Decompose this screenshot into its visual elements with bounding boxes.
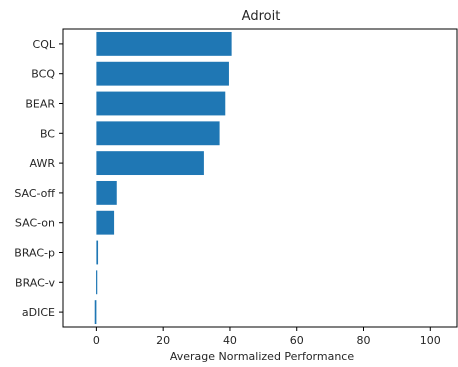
- x-axis: 0 20 40 60 80 100: [93, 327, 441, 347]
- bar-cql: [96, 31, 232, 56]
- x-tick-label: 60: [290, 334, 304, 347]
- plot-area-frame: [62, 28, 458, 328]
- bar-sac-on: [96, 210, 115, 235]
- x-tick-label: 100: [420, 334, 441, 347]
- y-tick-label: BRAC-p: [14, 247, 55, 260]
- bar-bcq: [96, 61, 229, 86]
- bar-sac-off: [96, 180, 117, 205]
- bar-adice: [94, 300, 97, 325]
- bar-brac-p: [96, 240, 99, 265]
- y-tick-label: SAC-on: [15, 217, 55, 230]
- y-tick-label: BC: [40, 127, 55, 140]
- x-axis-label: Average Normalized Performance: [170, 350, 354, 363]
- x-tick-label: 0: [93, 334, 100, 347]
- x-tick-label: 40: [223, 334, 237, 347]
- y-tick-label: SAC-off: [14, 187, 55, 200]
- bars-group: [94, 31, 232, 325]
- y-tick-label: CQL: [33, 38, 56, 51]
- x-tick-label: 80: [357, 334, 371, 347]
- chart-title: Adroit: [242, 9, 281, 24]
- y-tick-label: BRAC-v: [15, 276, 55, 289]
- y-tick-label: BEAR: [25, 98, 55, 111]
- bar-bear: [96, 91, 226, 116]
- y-tick-label: aDICE: [22, 306, 55, 319]
- bar-brac-v: [96, 270, 98, 295]
- y-axis: CQL BCQ BEAR BC AWR SAC-off SAC-on BRAC-p BRAC-v…: [14, 38, 63, 319]
- bar-awr: [96, 151, 204, 176]
- y-tick-label: AWR: [30, 157, 56, 170]
- y-tick-label: BCQ: [31, 68, 55, 81]
- bar-bc: [96, 121, 220, 146]
- x-tick-label: 20: [156, 334, 170, 347]
